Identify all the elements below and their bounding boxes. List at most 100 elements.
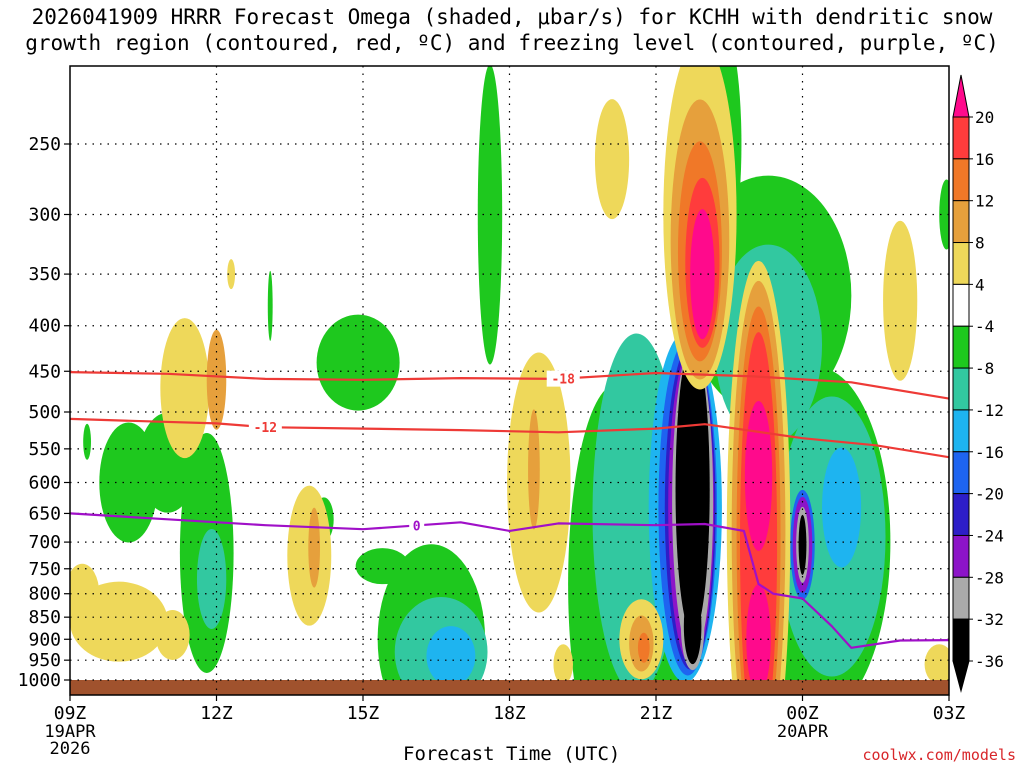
colorbar-swatch-10 (952, 534, 970, 578)
chart-title-line-1: 2026041909 HRRR Forecast Omega (shaded, … (31, 5, 993, 29)
x-tick-sublabel: 20APR (777, 722, 829, 742)
chart-title-line-2: growth region (contoured, red, ºC) and f… (25, 31, 999, 55)
omega-shade-51 (308, 507, 321, 588)
y-tick-label: 300 (28, 204, 61, 225)
omega-shade-58 (637, 632, 650, 663)
omega-shade-20 (196, 528, 227, 629)
colorbar-swatch-2 (952, 200, 970, 244)
omega-shade-34 (683, 588, 702, 665)
omega-shade-6 (267, 270, 273, 341)
x-tick-label: 12Z (200, 703, 233, 724)
y-tick-label: 950 (28, 650, 61, 671)
colorbar-swatch-1 (952, 158, 970, 202)
colorbar-label: -4 (975, 317, 994, 336)
x-tick-label: 00Z (786, 703, 819, 724)
x-tick-label: 03Z (933, 703, 966, 724)
contour-label-bg-2 (409, 517, 425, 534)
colorbar-label: -16 (975, 443, 1004, 462)
omega-shade-4 (316, 314, 400, 411)
omega-shade-50 (206, 329, 227, 430)
y-tick-label: 500 (28, 402, 61, 423)
contour-label-0: -18 (551, 373, 575, 388)
omega-shade-35 (798, 514, 807, 575)
colorbar-swatch-11 (952, 576, 970, 620)
y-tick-label: 600 (28, 472, 61, 493)
y-tick-label: 750 (28, 559, 61, 580)
contour-label-1: -12 (254, 421, 277, 436)
colorbar-label: 8 (975, 234, 985, 253)
y-tick-label: 700 (28, 532, 61, 553)
colorbar-swatch-6 (952, 367, 970, 411)
x-tick-label: 09Z (54, 703, 87, 724)
colorbar-swatch-12 (952, 618, 970, 662)
colorbar-label: -8 (975, 359, 994, 378)
ground-surface (70, 680, 949, 695)
colorbar-label: -24 (975, 526, 1004, 545)
omega-shade-39 (160, 318, 210, 459)
omega-shade-41 (227, 259, 236, 290)
y-tick-label: 450 (28, 361, 61, 382)
omega-shade-44 (594, 99, 630, 220)
y-tick-label: 650 (28, 503, 61, 524)
x-tick-label: 21Z (640, 703, 673, 724)
colorbar-swatch-8 (952, 451, 970, 495)
y-axis: 2503003504004505005506006507007508008509… (18, 134, 70, 691)
omega-shade-43 (553, 644, 573, 685)
omega-shade-22 (426, 626, 476, 687)
omega-shade-33 (675, 343, 710, 634)
y-tick-label: 1000 (18, 670, 61, 691)
chart-title: 2026041909 HRRR Forecast Omega (shaded, … (0, 4, 1024, 56)
colorbar-swatch-3 (952, 242, 970, 285)
x-tick-label: 15Z (347, 703, 380, 724)
omega-shade-5 (477, 66, 503, 365)
contour-line-1 (70, 417, 949, 459)
colorbar-label: 16 (975, 150, 994, 169)
contour-line-0 (70, 371, 949, 400)
omega-shade-61 (690, 209, 715, 340)
omega-shade-14 (939, 179, 949, 250)
colorbar-label: 4 (975, 275, 985, 294)
omega-shade-38 (155, 609, 190, 660)
colorbar-label: -28 (975, 568, 1004, 587)
colorbar-bottom-arrow (952, 660, 970, 693)
colorbar-swatch-4 (952, 283, 970, 327)
omega-shade-0 (83, 423, 91, 460)
omega-shade-62 (744, 400, 773, 551)
y-tick-label: 800 (28, 584, 61, 605)
colorbar-swatch-7 (952, 409, 970, 453)
colorbar-swatch-5 (952, 325, 970, 369)
colorbar-label: 20 (975, 108, 994, 127)
colorbar-label: 12 (975, 192, 994, 211)
contour-label-2: 0 (413, 519, 421, 534)
y-tick-label: 250 (28, 134, 61, 155)
colorbar-swatch-0 (952, 116, 970, 160)
omega-shade-37 (70, 563, 100, 624)
omega-shading (70, 66, 949, 695)
x-tick-sublabel: 2026 (50, 739, 91, 759)
y-tick-label: 900 (28, 629, 61, 650)
omega-shade-24 (822, 447, 862, 568)
omega-shade-63 (746, 584, 771, 695)
omega-shade-47 (924, 644, 949, 685)
y-tick-label: 850 (28, 607, 61, 628)
y-tick-label: 550 (28, 439, 61, 460)
colorbar-label: -36 (975, 652, 1004, 671)
contour-line-2 (70, 512, 949, 649)
temperature-contours: -18 -12 0 (70, 370, 949, 649)
x-axis-title: Forecast Time (UTC) (403, 743, 621, 765)
colorbar-label: -32 (975, 610, 1004, 629)
omega-shade-52 (528, 409, 540, 530)
y-tick-label: 400 (28, 316, 61, 337)
colorbar-label: -20 (975, 485, 1004, 504)
x-tick-sublabel: 19APR (44, 722, 96, 742)
colorbar-label: -12 (975, 401, 1004, 420)
contour-label-bg-0 (546, 370, 580, 387)
contour-label-bg-1 (248, 419, 282, 436)
colorbar-swatch-9 (952, 493, 970, 536)
omega-shade-46 (883, 220, 918, 381)
colorbar-top-arrow (952, 74, 970, 118)
x-tick-label: 18Z (493, 703, 526, 724)
y-tick-label: 350 (28, 264, 61, 285)
